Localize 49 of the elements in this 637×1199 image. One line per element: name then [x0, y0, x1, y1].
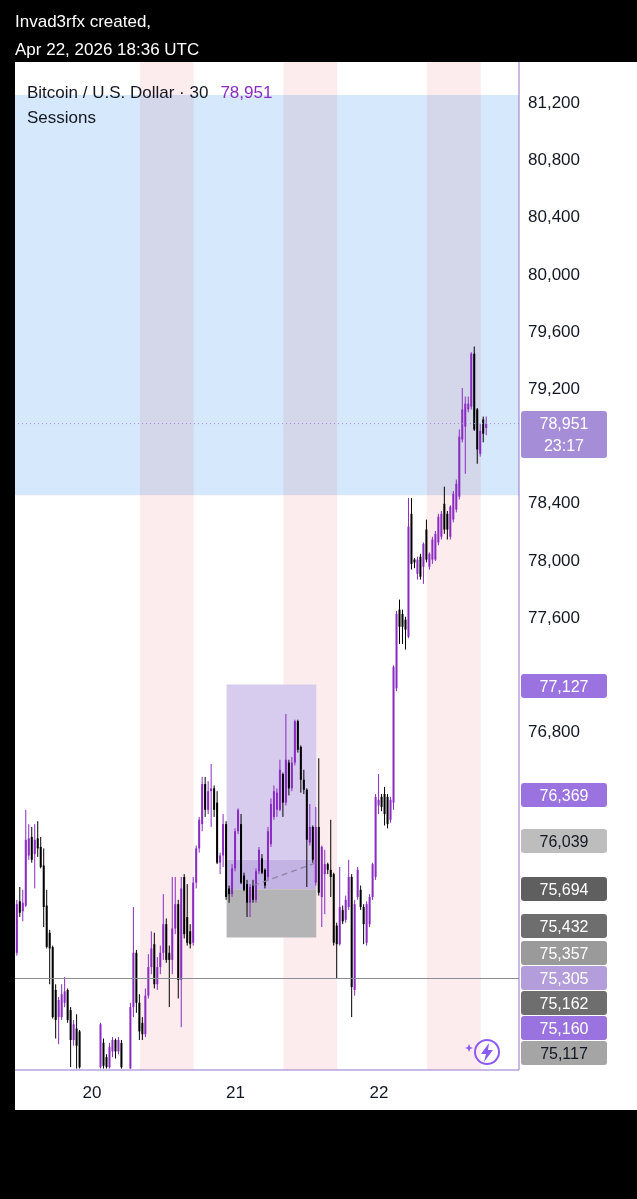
- candlestick: [308, 803, 311, 847]
- x-tick-label: 22: [369, 1082, 389, 1102]
- y-tick-label: 80,400: [528, 207, 580, 227]
- candlestick: [419, 553, 422, 581]
- candlestick: [252, 879, 254, 904]
- text: 75,357: [539, 944, 589, 962]
- candlestick: [18, 886, 21, 918]
- candlestick: [156, 956, 159, 991]
- candlestick: [398, 599, 401, 645]
- text: 75,432: [539, 917, 589, 935]
- candlestick: [57, 996, 60, 1045]
- y-tick-label: 80,800: [528, 150, 580, 170]
- candlestick: [440, 510, 443, 541]
- candlestick: [72, 1019, 75, 1047]
- text: 75,160: [539, 1019, 589, 1037]
- text: 75,694: [539, 880, 589, 898]
- candlestick: [210, 763, 213, 828]
- annotation: 78,951: [220, 83, 273, 102]
- candlestick: [422, 541, 425, 585]
- candlestick: [401, 609, 404, 645]
- candlestick: [75, 1013, 78, 1070]
- text: Bitcoin / U.S. Dollar · 30: [27, 83, 209, 102]
- y-tick-label: 78,000: [528, 550, 580, 570]
- candlestick: [341, 905, 344, 925]
- text: Apr 22, 2026 18:36 UTC: [15, 39, 200, 61]
- y-tick-label: 79,200: [528, 378, 580, 398]
- text: 75,305: [539, 969, 589, 987]
- y-tick-label: 81,200: [528, 92, 580, 112]
- candlestick: [479, 423, 482, 458]
- text: 75,162: [539, 994, 589, 1012]
- candlestick: [416, 556, 419, 581]
- y-tick-label: 79,600: [528, 321, 580, 341]
- y-tick-label: 80,000: [528, 264, 580, 284]
- text: 77,127: [539, 677, 589, 695]
- text: Invad3rfx created,: [15, 11, 153, 33]
- y-tick-label: 77,600: [528, 607, 580, 627]
- x-tick-label: 21: [226, 1082, 246, 1102]
- candlestick: [323, 849, 326, 915]
- y-tick-label: 78,400: [528, 493, 580, 513]
- candlestick: [249, 883, 252, 918]
- y-tick-label: 76,800: [528, 722, 580, 742]
- ref-line-label: 78,951 23:17: [539, 414, 589, 454]
- x-tick-label: 20: [82, 1082, 102, 1102]
- text: Sessions: [27, 107, 97, 129]
- text: 76,039: [539, 832, 589, 850]
- candlestick: [33, 823, 36, 889]
- text: 76,369: [539, 786, 589, 804]
- candlestick: [30, 826, 33, 864]
- text: 75,117: [540, 1044, 588, 1062]
